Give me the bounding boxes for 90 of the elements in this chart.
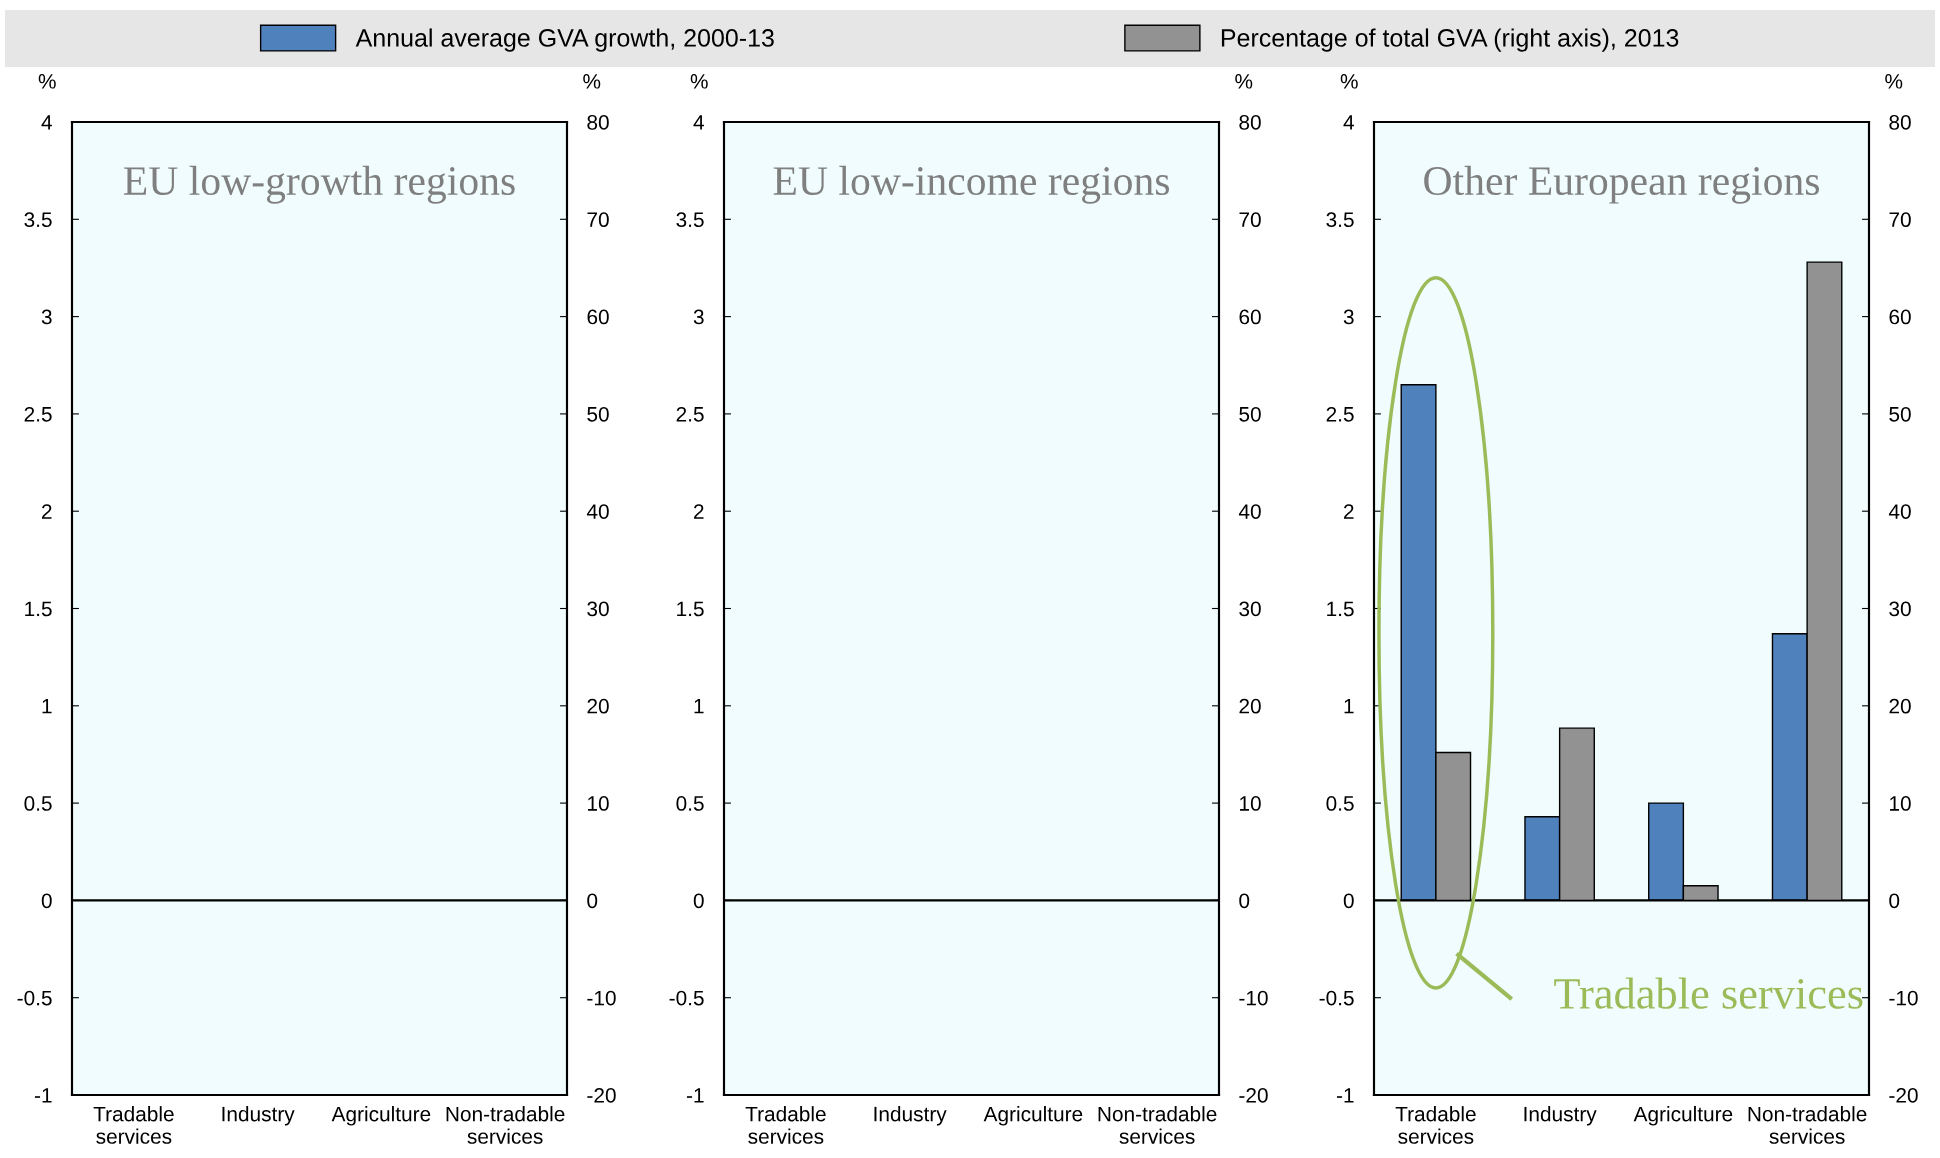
y-tick-label: 4 bbox=[41, 115, 52, 130]
y2-tick-label: -10 bbox=[587, 990, 616, 1006]
legend-label: Annual average GVA growth, 2000-13 bbox=[355, 28, 774, 52]
y-tick-label: -0.5 bbox=[669, 990, 704, 1006]
y-tick-label: 1.5 bbox=[25, 601, 52, 617]
y2-tick-label: 50 bbox=[1889, 406, 1911, 422]
y2-tick-label: 40 bbox=[1238, 504, 1261, 519]
y2-tick-label: 20 bbox=[587, 698, 609, 714]
y-tick-label: 4 bbox=[693, 115, 704, 130]
y-tick-label: 2.5 bbox=[24, 406, 52, 422]
y-tick-label: 3.5 bbox=[676, 212, 704, 228]
annotation: Tradable services bbox=[1554, 977, 1863, 1009]
y-tick-label: 3.5 bbox=[1326, 212, 1354, 228]
y2-tick-label: -20 bbox=[1239, 1088, 1268, 1103]
y2-tick-label: 10 bbox=[1240, 796, 1261, 811]
y2-tick-label: 20 bbox=[1889, 698, 1911, 714]
x-tick-label: Industry bbox=[1524, 1106, 1597, 1126]
y-tick-label: 0.5 bbox=[24, 796, 52, 811]
y2-tick-label: 10 bbox=[1890, 796, 1911, 811]
y2-tick-label: 70 bbox=[587, 212, 609, 228]
y-tick-label: 3 bbox=[1343, 309, 1354, 325]
y2-tick-label: 70 bbox=[1239, 212, 1261, 228]
y-tick-label: 3 bbox=[693, 309, 704, 325]
y-tick-label: 2 bbox=[1344, 504, 1354, 519]
x-tick-label: Industry bbox=[874, 1106, 947, 1126]
y2-tick-label: -20 bbox=[1889, 1088, 1918, 1103]
x-tick-label: Tradable services bbox=[1395, 1106, 1476, 1144]
y2-tick-label: 80 bbox=[587, 115, 609, 130]
y-axis-title: % bbox=[690, 74, 708, 89]
y2-tick-label: 60 bbox=[1239, 309, 1261, 325]
y2-tick-label: 0 bbox=[587, 893, 598, 909]
y2-tick-label: 30 bbox=[1889, 601, 1911, 617]
y2-tick-label: 80 bbox=[1889, 115, 1911, 130]
y-tick-label: 1.5 bbox=[1327, 601, 1354, 617]
y-tick-label: 1.5 bbox=[677, 601, 704, 617]
y2-tick-label: 40 bbox=[1888, 504, 1911, 519]
y-tick-label: 1 bbox=[1344, 699, 1354, 714]
y2-tick-label: 30 bbox=[587, 601, 609, 617]
y2-tick-label: 60 bbox=[1889, 309, 1911, 325]
y2-axis-title: % bbox=[1235, 74, 1253, 89]
y2-tick-label: -10 bbox=[1889, 990, 1918, 1006]
x-tick-label: Non-tradable services bbox=[1098, 1106, 1217, 1144]
y2-axis-title: % bbox=[583, 74, 601, 89]
x-tick-label: Non-tradable services bbox=[446, 1106, 565, 1144]
x-tick-label: Agriculture bbox=[1633, 1106, 1733, 1126]
y-tick-label: 2 bbox=[694, 504, 704, 519]
x-tick-label: Tradable services bbox=[93, 1106, 174, 1144]
x-tick-label: Tradable services bbox=[745, 1106, 826, 1144]
text: EU low-growth regions bbox=[123, 165, 515, 204]
y-tick-label: -1 bbox=[34, 1088, 52, 1103]
y2-tick-label: -20 bbox=[587, 1088, 616, 1103]
y2-tick-label: -10 bbox=[1239, 990, 1268, 1006]
y2-tick-label: 50 bbox=[587, 406, 609, 422]
y2-tick-label: 10 bbox=[588, 796, 609, 811]
y2-tick-label: 30 bbox=[1239, 601, 1261, 617]
y-tick-label: 1 bbox=[694, 699, 704, 714]
y-axis-title: % bbox=[38, 74, 56, 89]
x-tick-label: Agriculture bbox=[331, 1106, 431, 1126]
y2-tick-label: 20 bbox=[1239, 698, 1261, 714]
y-tick-label: 0 bbox=[693, 893, 704, 909]
legend-label: Percentage of total GVA (right axis), 2013 bbox=[1221, 28, 1679, 52]
y-tick-label: 0 bbox=[41, 893, 52, 909]
text: EU low-income regions bbox=[773, 165, 1170, 204]
y-tick-label: 3.5 bbox=[24, 212, 52, 228]
y-tick-label: 0 bbox=[1343, 893, 1354, 909]
x-tick-label: Industry bbox=[222, 1106, 295, 1126]
y2-tick-label: 0 bbox=[1239, 893, 1250, 909]
y2-tick-label: 0 bbox=[1889, 893, 1900, 909]
y2-tick-label: 80 bbox=[1239, 115, 1261, 130]
y-tick-label: 2.5 bbox=[676, 406, 704, 422]
y-tick-label: -1 bbox=[686, 1088, 704, 1103]
y2-axis-title: % bbox=[1885, 74, 1903, 89]
y-tick-label: -0.5 bbox=[17, 990, 52, 1006]
y-tick-label: 3 bbox=[41, 309, 52, 325]
y2-tick-label: 60 bbox=[587, 309, 609, 325]
y-tick-label: 2 bbox=[42, 504, 52, 519]
y-tick-label: 0.5 bbox=[676, 796, 704, 811]
x-tick-label: Non-tradable services bbox=[1748, 1106, 1867, 1144]
y-tick-label: 1 bbox=[42, 699, 52, 714]
text: Other European regions bbox=[1424, 165, 1819, 204]
y-tick-label: -1 bbox=[1336, 1088, 1354, 1103]
y2-tick-label: 70 bbox=[1889, 212, 1911, 228]
y2-tick-label: 40 bbox=[586, 504, 609, 519]
x-tick-label: Agriculture bbox=[983, 1106, 1083, 1126]
y2-tick-label: 50 bbox=[1239, 406, 1261, 422]
y-tick-label: 0.5 bbox=[1326, 796, 1354, 811]
y-tick-label: -0.5 bbox=[1319, 990, 1354, 1006]
y-tick-label: 2.5 bbox=[1326, 406, 1354, 422]
y-axis-title: % bbox=[1340, 74, 1358, 89]
y-tick-label: 4 bbox=[1343, 115, 1354, 130]
